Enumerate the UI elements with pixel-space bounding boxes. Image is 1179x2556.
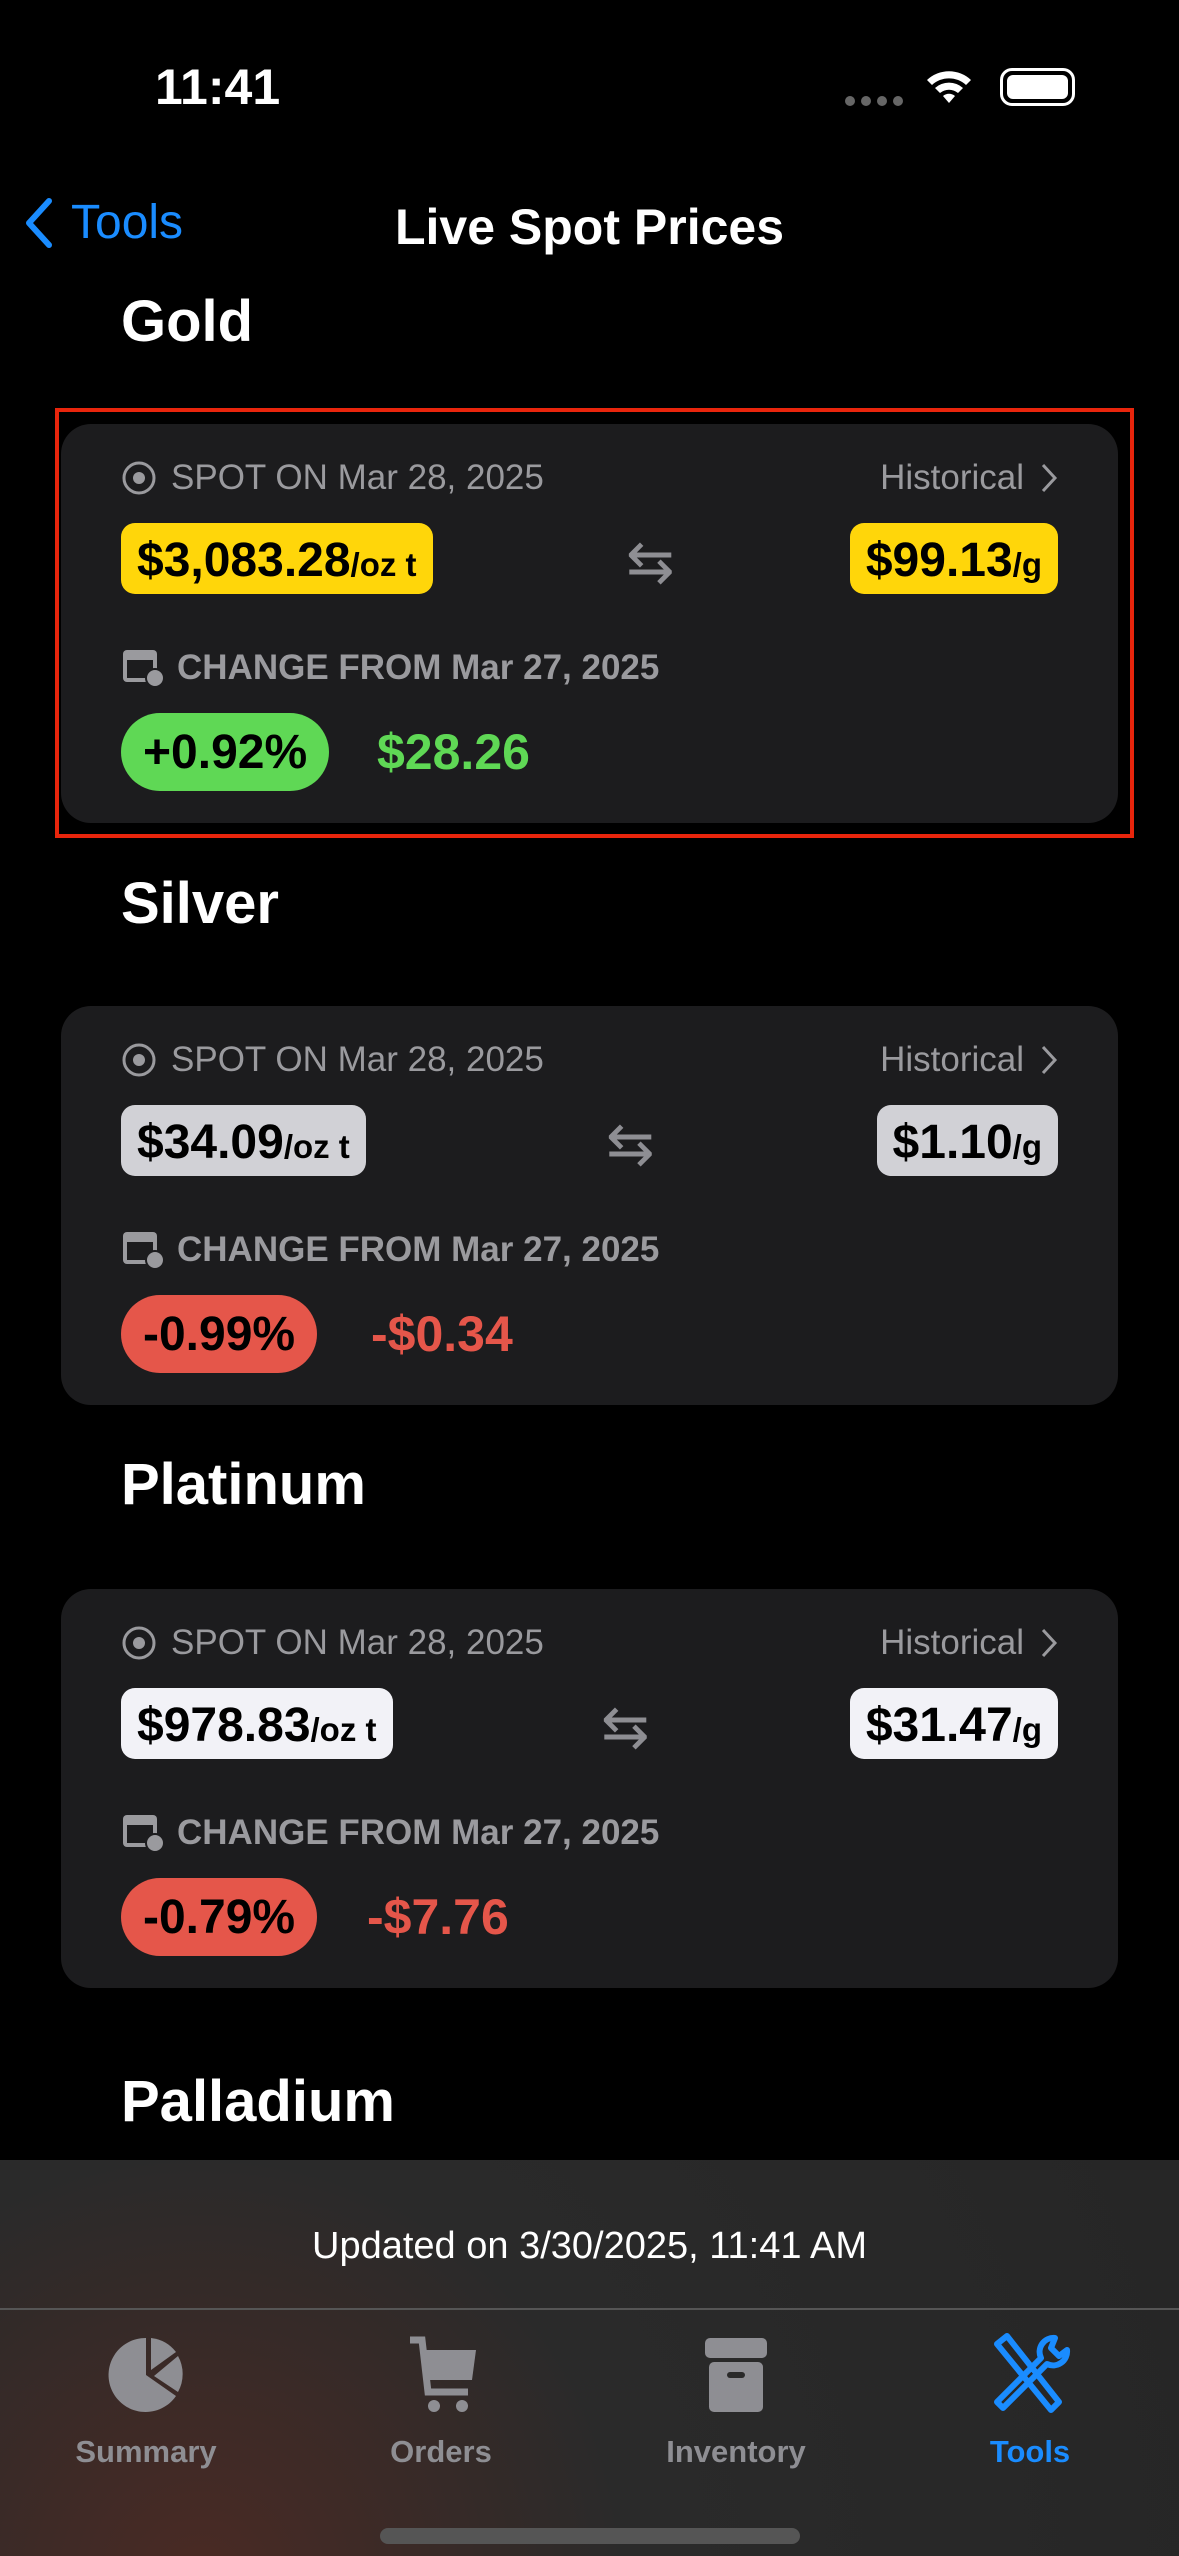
gold-price-card: SPOT ON Mar 28, 2025 Historical $3,083.2… xyxy=(61,424,1118,823)
chevron-right-icon xyxy=(1041,1045,1058,1075)
status-time: 11:41 xyxy=(155,59,281,115)
calendar-clock-icon xyxy=(123,1815,165,1853)
calendar-clock-icon xyxy=(123,650,165,688)
change-percent-badge: -0.79% xyxy=(121,1878,318,1956)
price-per-gram[interactable]: $31.47/g xyxy=(849,1688,1058,1759)
change-date-row: CHANGE FROM Mar 27, 2025 xyxy=(121,1813,659,1853)
highlight-box xyxy=(55,408,1134,838)
change-date-row: CHANGE FROM Mar 27, 2025 xyxy=(121,648,659,688)
section-heading-gold: Gold xyxy=(121,289,254,354)
section-heading-silver: Silver xyxy=(121,871,279,936)
change-amount: $28.26 xyxy=(377,724,530,780)
price-g-unit: /g xyxy=(1012,546,1042,583)
wifi-icon xyxy=(927,71,971,103)
target-icon xyxy=(122,1626,156,1660)
price-per-gram[interactable]: $99.13/g xyxy=(849,523,1058,594)
platinum-price-card: SPOT ON Mar 28, 2025 Historical $978.83/… xyxy=(61,1589,1118,1988)
price-oz-value: $34.09 xyxy=(137,1116,284,1169)
bottom-bar: Updated on 3/30/2025, 11:41 AM Summary O… xyxy=(0,2160,1179,2556)
price-per-gram[interactable]: $1.10/g xyxy=(876,1105,1058,1176)
price-oz-value: $978.83 xyxy=(137,1699,311,1752)
change-percent-badge: +0.92% xyxy=(121,713,330,791)
price-g-unit: /g xyxy=(1012,1128,1042,1165)
change-amount: -$0.34 xyxy=(371,1306,513,1362)
change-date-label: CHANGE FROM Mar 27, 2025 xyxy=(177,1230,660,1269)
tab-tools[interactable]: Tools xyxy=(900,2330,1160,2470)
change-date-row: CHANGE FROM Mar 27, 2025 xyxy=(121,1230,659,1270)
target-icon xyxy=(122,1043,156,1077)
tab-label: Tools xyxy=(989,2434,1071,2469)
pie-chart-icon xyxy=(108,2337,183,2412)
price-oz-unit: /oz t xyxy=(310,1711,377,1748)
change-date-label: CHANGE FROM Mar 27, 2025 xyxy=(177,1813,660,1852)
swap-arrows-icon[interactable]: ⇆ xyxy=(606,1112,655,1177)
historical-link[interactable]: Historical xyxy=(880,458,1058,498)
historical-label: Historical xyxy=(880,1040,1024,1079)
page-title: Live Spot Prices xyxy=(394,199,785,255)
change-percent-badge: -0.99% xyxy=(121,1295,318,1373)
cart-icon xyxy=(410,2336,476,2412)
tab-label: Summary xyxy=(75,2434,217,2469)
back-label: Tools xyxy=(71,196,184,249)
tab-summary[interactable]: Summary xyxy=(16,2330,276,2470)
spot-date-label: SPOT ON Mar 28, 2025 xyxy=(171,458,544,497)
silver-price-card: SPOT ON Mar 28, 2025 Historical $34.09/o… xyxy=(61,1006,1118,1405)
section-heading-platinum: Platinum xyxy=(121,1452,366,1517)
price-oz-unit: /oz t xyxy=(350,546,417,583)
chevron-right-icon xyxy=(1041,1628,1058,1658)
price-per-ounce[interactable]: $34.09/oz t xyxy=(121,1105,366,1176)
updated-timestamp: Updated on 3/30/2025, 11:41 AM xyxy=(312,2225,867,2267)
historical-label: Historical xyxy=(880,458,1024,497)
change-date-label: CHANGE FROM Mar 27, 2025 xyxy=(177,648,660,687)
tab-label: Inventory xyxy=(666,2434,806,2469)
battery-icon xyxy=(1000,68,1075,106)
cellular-icon xyxy=(845,96,905,106)
target-icon xyxy=(122,461,156,495)
section-heading-palladium: Palladium xyxy=(121,2069,395,2134)
calendar-clock-icon xyxy=(123,1232,165,1270)
price-g-unit: /g xyxy=(1012,1711,1042,1748)
spot-date-label: SPOT ON Mar 28, 2025 xyxy=(171,1623,544,1662)
price-g-value: $1.10 xyxy=(892,1116,1013,1169)
tab-orders[interactable]: Orders xyxy=(311,2330,571,2470)
tab-inventory[interactable]: Inventory xyxy=(606,2330,866,2470)
spot-date-row: SPOT ON Mar 28, 2025 xyxy=(121,1623,544,1663)
historical-link[interactable]: Historical xyxy=(880,1623,1058,1663)
historical-label: Historical xyxy=(880,1623,1024,1662)
tab-label: Orders xyxy=(390,2434,492,2469)
price-per-ounce[interactable]: $3,083.28/oz t xyxy=(121,523,433,594)
swap-arrows-icon[interactable]: ⇆ xyxy=(601,1695,650,1760)
chevron-left-icon xyxy=(26,197,52,248)
price-oz-unit: /oz t xyxy=(283,1128,350,1165)
price-oz-value: $3,083.28 xyxy=(137,534,351,587)
archive-box-icon xyxy=(705,2338,767,2412)
divider xyxy=(0,2308,1179,2310)
back-button[interactable]: Tools xyxy=(25,195,183,250)
price-g-value: $99.13 xyxy=(865,534,1013,587)
tools-icon xyxy=(994,2333,1071,2413)
spot-date-row: SPOT ON Mar 28, 2025 xyxy=(121,1040,544,1080)
home-indicator[interactable] xyxy=(380,2528,800,2544)
chevron-right-icon xyxy=(1041,463,1058,493)
price-g-value: $31.47 xyxy=(865,1699,1013,1752)
price-per-ounce[interactable]: $978.83/oz t xyxy=(121,1688,393,1759)
historical-link[interactable]: Historical xyxy=(880,1040,1058,1080)
spot-date-row: SPOT ON Mar 28, 2025 xyxy=(121,458,544,498)
change-amount: -$7.76 xyxy=(367,1889,509,1945)
spot-date-label: SPOT ON Mar 28, 2025 xyxy=(171,1040,544,1079)
swap-arrows-icon[interactable]: ⇆ xyxy=(626,530,675,595)
